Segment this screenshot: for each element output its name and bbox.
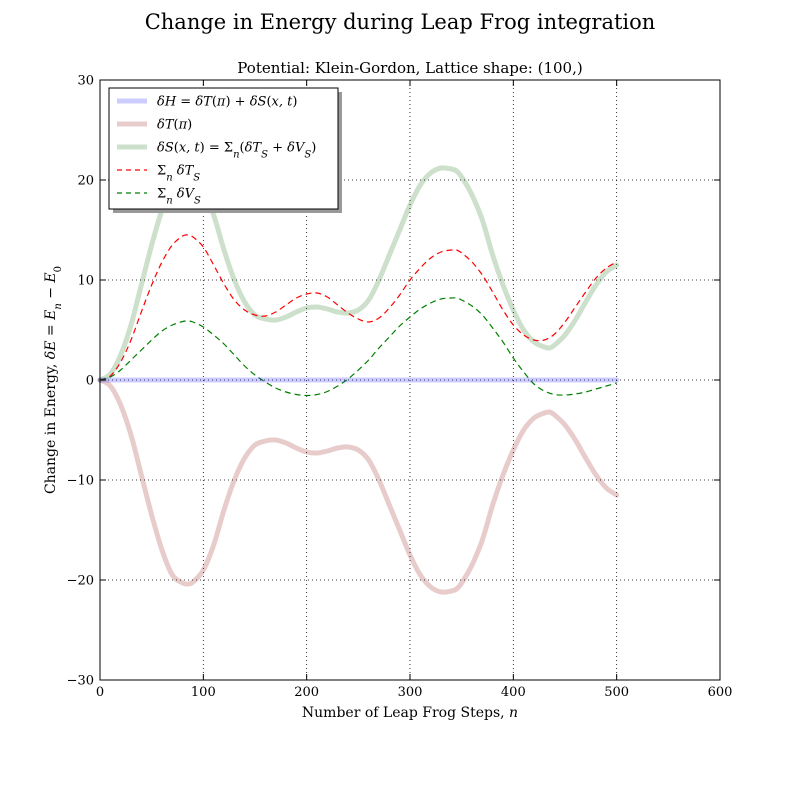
x-tick-label: 400 xyxy=(501,685,526,700)
y-tick-label: 0 xyxy=(86,374,94,389)
y-axis-label: Change in Energy, δE = En − E0 xyxy=(43,266,64,494)
axes-title: Potential: Klein-Gordon, Lattice shape: … xyxy=(237,59,582,77)
y-tick-label: −10 xyxy=(67,474,94,489)
figure-title: Change in Energy during Leap Frog integr… xyxy=(144,10,656,34)
legend-label-1: δT(π) xyxy=(157,118,192,133)
y-tick-label: −30 xyxy=(67,674,94,689)
legend-label-3: Σn δTS xyxy=(157,164,200,184)
x-axis-label: Number of Leap Frog Steps, n xyxy=(302,705,518,721)
y-tick-label: −20 xyxy=(67,574,94,589)
y-tick-label: 10 xyxy=(77,274,94,289)
series-line-4 xyxy=(99,297,617,397)
legend: δH = δT(π) + δS(x, t) δT(π) δS(x, t) = Σn(… xyxy=(108,87,342,213)
x-tick-label: 600 xyxy=(708,685,733,700)
series-line-1 xyxy=(97,377,620,595)
legend-label-0: δH = δT(π) + δS(x, t) xyxy=(157,95,297,110)
legend-box xyxy=(108,87,339,210)
series-line-3 xyxy=(99,234,617,381)
x-tick-label: 0 xyxy=(96,685,104,700)
legend-label-4: Σn δVS xyxy=(157,187,201,207)
x-tick-label: 500 xyxy=(604,685,629,700)
y-tick-label: 20 xyxy=(77,174,94,189)
x-tick-label: 100 xyxy=(191,685,216,700)
x-tick-label: 200 xyxy=(294,685,319,700)
y-tick-label: 30 xyxy=(77,74,94,89)
x-tick-label: 300 xyxy=(398,685,423,700)
legend-label-2: δS(x, t) = Σn(δTS + δVS) xyxy=(157,141,316,161)
ticks: 0 100 200 300 400 500 600 −30 −20 −10 0 10 20 30 xyxy=(67,74,733,701)
